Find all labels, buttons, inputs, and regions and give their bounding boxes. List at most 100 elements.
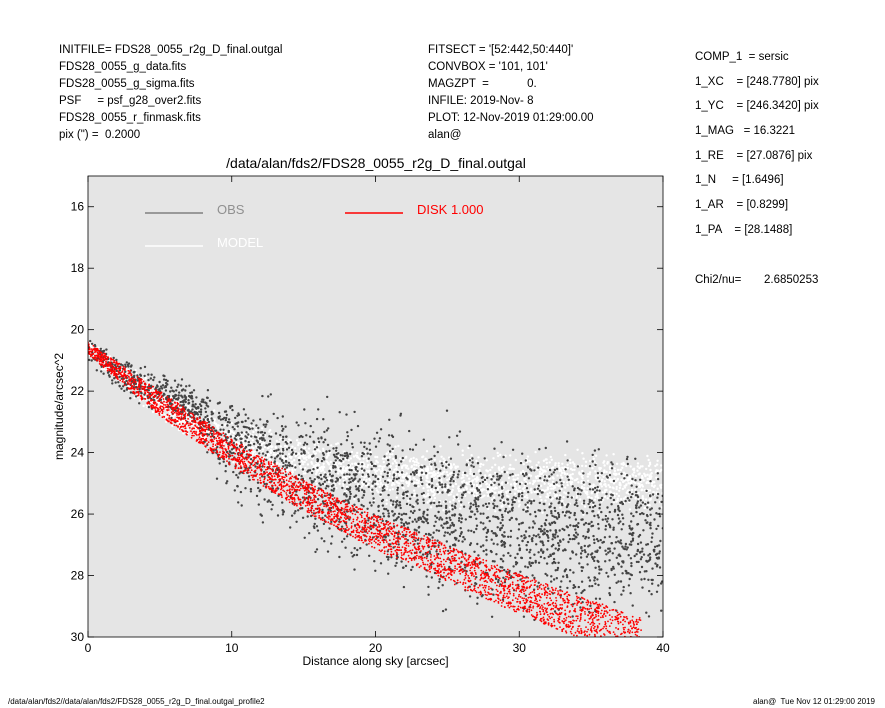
obs-point <box>502 455 505 459</box>
obs-point <box>187 399 190 402</box>
model-point <box>583 490 586 493</box>
model-point <box>628 508 632 511</box>
obs-point <box>392 514 395 517</box>
obs-point <box>216 402 220 405</box>
obs-point <box>316 466 319 469</box>
model-point <box>425 467 428 471</box>
obs-point <box>347 481 351 484</box>
obs-point <box>357 487 360 490</box>
obs-point <box>501 496 504 499</box>
obs-point <box>319 473 322 477</box>
model-point <box>454 466 457 469</box>
obs-point <box>633 554 636 558</box>
obs-point <box>367 475 370 478</box>
obs-point <box>338 459 341 462</box>
model-point <box>432 488 436 492</box>
model-point <box>584 491 588 495</box>
model-point <box>628 478 631 481</box>
obs-point <box>518 482 522 486</box>
obs-point <box>424 472 428 475</box>
obs-point <box>592 501 595 504</box>
obs-point <box>521 452 524 455</box>
obs-point <box>317 476 321 479</box>
obs-point <box>587 576 590 579</box>
obs-point <box>521 472 525 476</box>
model-point <box>544 470 547 473</box>
obs-point <box>492 593 495 596</box>
obs-point <box>495 472 499 476</box>
obs-point <box>582 481 585 484</box>
obs-point <box>428 496 431 499</box>
obs-point <box>112 356 115 360</box>
model-point <box>502 465 505 469</box>
obs-point <box>485 516 489 520</box>
obs-point <box>328 470 331 473</box>
model-point <box>429 488 433 491</box>
obs-point <box>422 498 425 501</box>
obs-point <box>472 503 475 506</box>
obs-point <box>279 457 282 460</box>
obs-point <box>340 525 344 528</box>
obs-point <box>350 442 354 445</box>
obs-point <box>614 541 618 544</box>
obs-point <box>350 551 353 554</box>
model-point <box>498 473 502 476</box>
obs-point <box>277 448 280 451</box>
obs-point <box>557 513 561 517</box>
obs-point <box>343 473 346 476</box>
obs-point <box>650 578 653 582</box>
obs-point <box>457 443 460 446</box>
obs-point <box>399 506 402 510</box>
model-point <box>224 430 227 433</box>
model-point <box>294 455 297 458</box>
model-point <box>344 458 348 461</box>
obs-point <box>322 522 326 526</box>
obs-point <box>139 367 142 370</box>
model-point <box>539 468 543 471</box>
obs-point <box>653 548 656 551</box>
model-point <box>147 381 151 385</box>
obs-point <box>525 548 529 551</box>
obs-point <box>300 452 303 455</box>
obs-point <box>410 480 413 483</box>
obs-point <box>483 457 486 460</box>
obs-point <box>650 540 653 544</box>
obs-point <box>540 548 543 551</box>
obs-point <box>242 408 246 411</box>
obs-point <box>558 498 561 501</box>
obs-point <box>565 440 569 443</box>
model-point <box>426 476 429 480</box>
obs-point <box>447 488 450 492</box>
obs-point <box>482 549 485 553</box>
obs-point <box>400 471 404 474</box>
obs-point <box>499 521 502 525</box>
obs-point <box>445 516 448 520</box>
model-point <box>213 409 216 412</box>
obs-point <box>562 538 565 541</box>
model-point <box>449 463 452 466</box>
model-point <box>622 461 625 465</box>
obs-point <box>520 535 523 538</box>
model-point <box>450 464 453 468</box>
model-point <box>532 479 535 483</box>
obs-point <box>368 448 372 451</box>
obs-point <box>544 572 547 576</box>
obs-point <box>533 553 536 556</box>
model-point <box>316 462 319 465</box>
model-point <box>443 488 447 492</box>
obs-point <box>177 394 180 397</box>
obs-point <box>548 506 551 509</box>
model-point <box>384 483 388 487</box>
obs-point <box>605 475 608 478</box>
obs-point <box>617 504 620 508</box>
obs-point <box>411 448 415 451</box>
obs-point <box>435 529 438 532</box>
obs-point <box>613 510 617 513</box>
obs-point <box>262 434 265 437</box>
obs-point <box>510 516 513 520</box>
model-point <box>235 441 239 444</box>
obs-point <box>501 492 504 496</box>
obs-point <box>591 488 595 491</box>
obs-point <box>177 396 180 400</box>
obs-point <box>557 561 560 564</box>
